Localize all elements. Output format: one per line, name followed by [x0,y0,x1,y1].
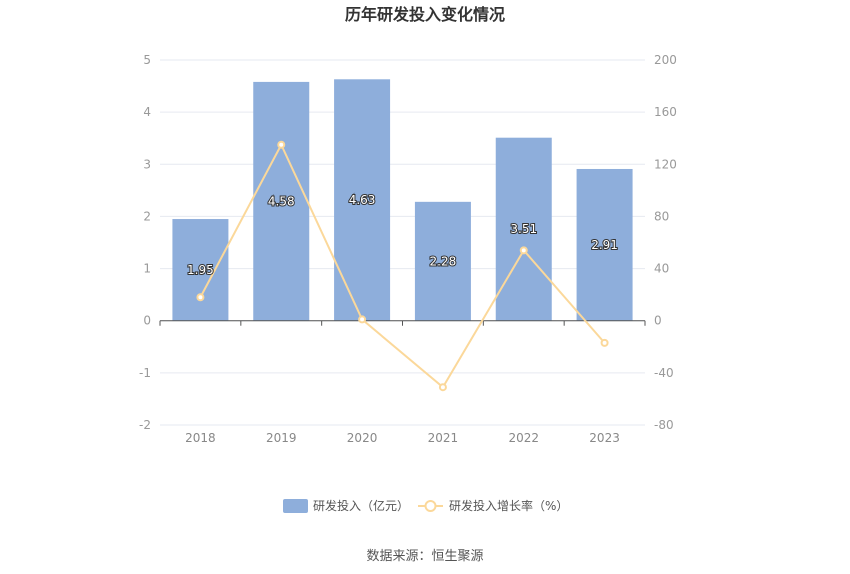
growth-line [199,142,606,389]
growth-point [600,338,609,347]
chart-title: 历年研发投入变化情况 [345,5,505,24]
bar [253,81,310,321]
source-note: 数据来源：恒生聚源 [366,549,483,564]
y-axis-right: 200 160 120 80 40 0 -40 -80 [654,53,677,432]
growth-point [519,246,528,255]
y-right-tick: -40 [654,366,674,380]
y-right-tick: 80 [654,209,669,223]
y-left-tick: 4 [143,105,151,119]
line-series [196,140,609,392]
legend-bar-label[interactable]: 研发投入（亿元） [313,498,409,513]
x-tick-label: 2023 [589,431,620,445]
legend-line-marker[interactable] [424,500,437,512]
x-tick-label: 2018 [185,431,216,445]
y-left-tick: 5 [143,53,151,67]
y-left-tick: 0 [143,314,151,328]
bar [576,168,633,321]
growth-point [196,293,205,302]
x-tick-label: 2022 [508,431,539,445]
bar [172,219,229,321]
x-axis: 2018 2019 2020 2021 2022 2023 [185,431,620,445]
legend-bar-swatch[interactable] [283,499,308,513]
growth-point [358,315,367,324]
x-axis-ticks [159,320,646,326]
bar-series [172,79,633,321]
y-left-tick: 3 [143,157,151,171]
x-tick-label: 2021 [428,431,459,445]
bar-data-label: 2.28 [430,254,457,268]
data-labels: 1.95 4.58 4.63 2.28 3.51 2.91 [186,192,619,278]
y-axis-left: 5 4 3 2 1 0 -1 -2 [139,53,151,432]
growth-point [438,383,447,392]
bar-data-label: 3.51 [510,222,537,236]
y-right-tick: 0 [654,314,662,328]
x-tick-label: 2020 [347,431,378,445]
grid-lines [160,59,645,426]
legend-line-label[interactable]: 研发投入增长率（%） [449,498,568,513]
y-left-tick: 1 [143,262,151,276]
y-right-tick: 40 [654,262,669,276]
y-right-tick: 200 [654,53,677,67]
y-right-tick: -80 [654,418,674,432]
y-right-tick: 160 [654,105,677,119]
bar-data-label: 4.58 [268,194,295,208]
bar-data-label: 1.95 [187,263,214,277]
bar-data-label: 2.91 [591,238,618,252]
bar-data-label: 4.63 [349,193,376,207]
growth-point [277,140,286,149]
y-left-tick: -2 [139,418,151,432]
legend: 研发投入（亿元） 研发投入增长率（%） [283,498,568,513]
y-left-tick: -1 [139,366,151,380]
y-left-tick: 2 [143,209,151,223]
x-tick-label: 2019 [266,431,297,445]
bar [414,201,471,321]
bar [495,137,552,321]
y-right-tick: 120 [654,157,677,171]
